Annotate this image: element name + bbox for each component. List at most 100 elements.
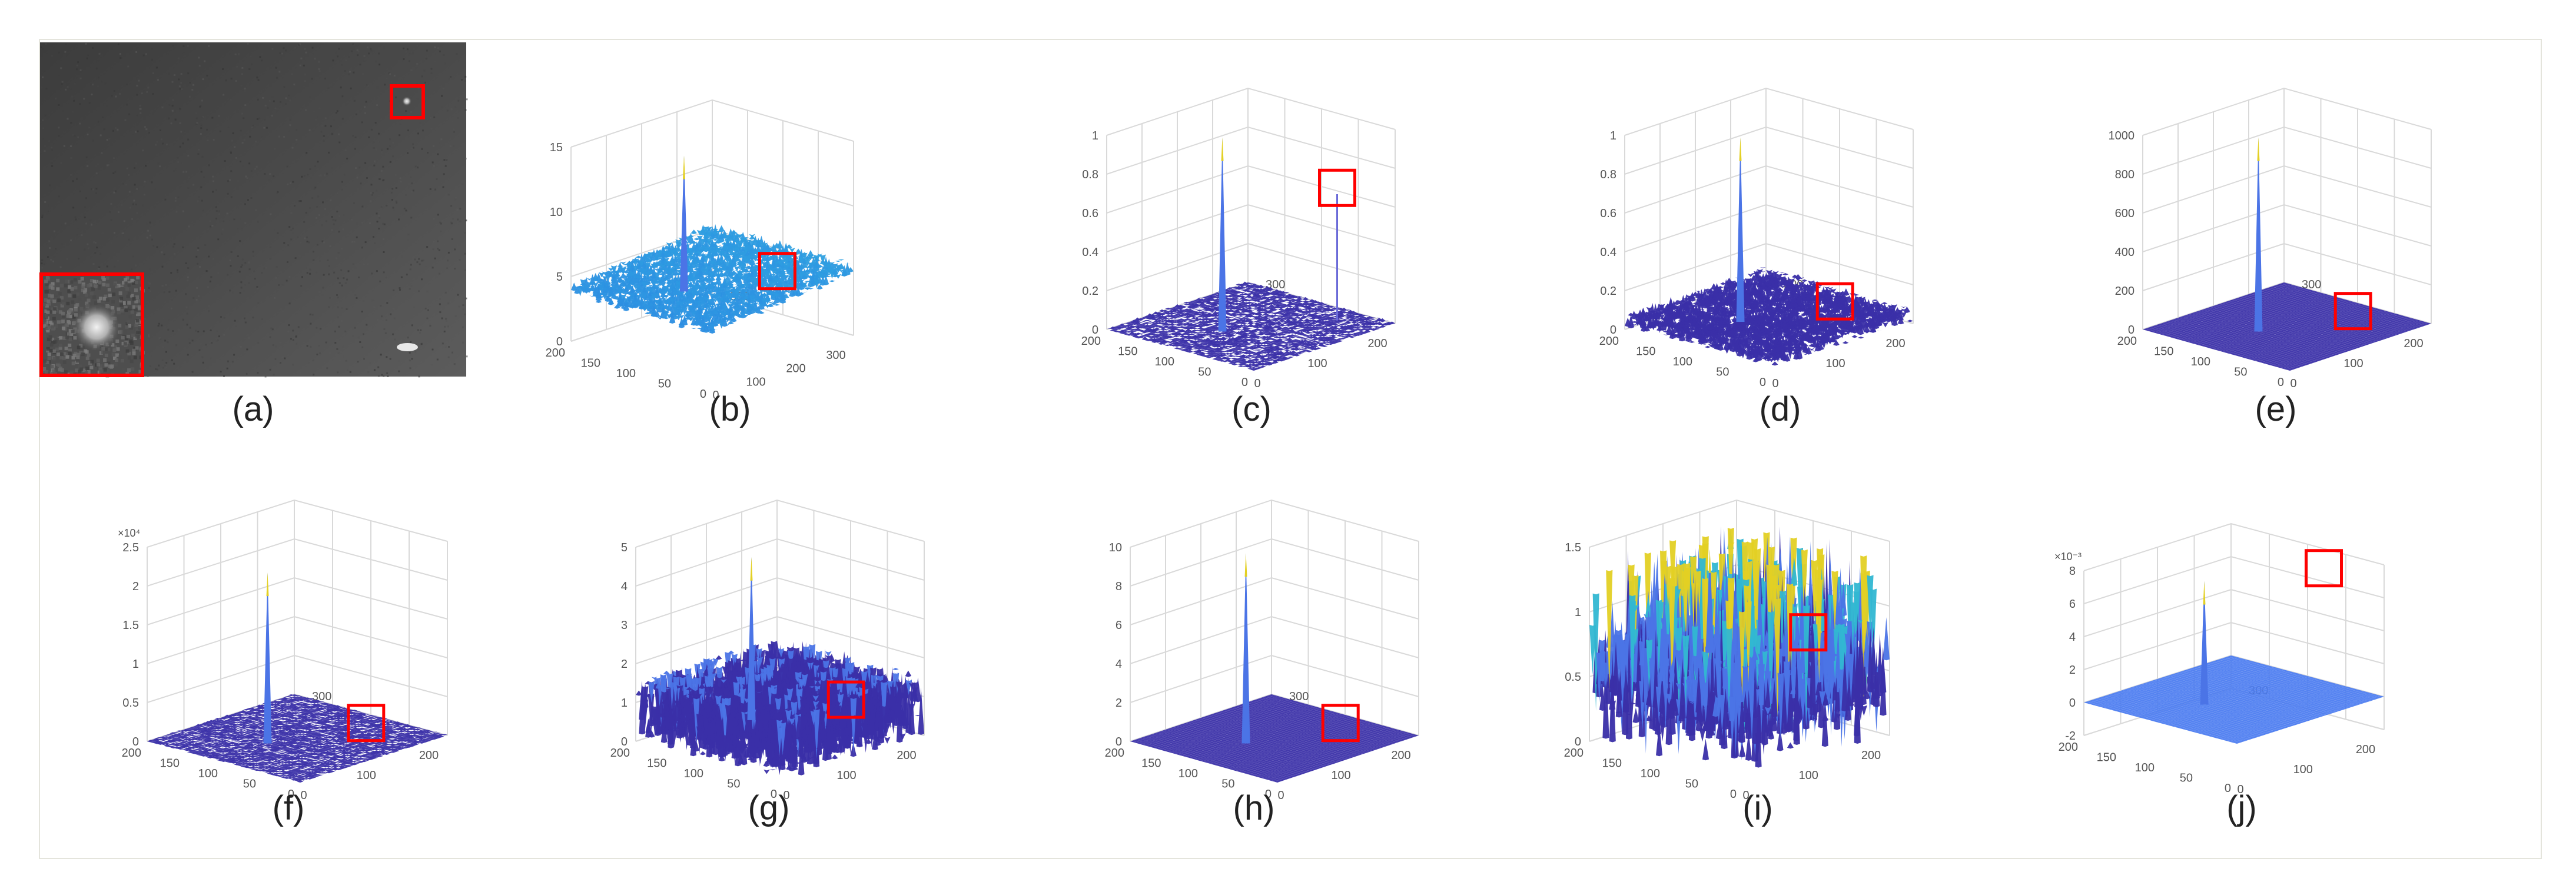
ztick: 0 [2069,697,2076,710]
peak-h [1241,553,1250,744]
surface-j [2084,655,2384,744]
xtick: 0 [712,389,719,402]
caption-b: (b) [671,390,789,429]
ztick: 2 [132,580,139,593]
ytick: 50 [727,778,740,791]
caption-i: (i) [1699,788,1817,828]
xtick: 200 [1885,337,1905,350]
caption-d: (d) [1721,390,1839,429]
panel-a-infrared-image [39,42,468,378]
ytick: 150 [647,757,666,770]
xtick: 0 [2290,377,2296,390]
ztick: 0 [1610,324,1616,337]
target-spot [402,96,411,106]
ztick: 1 [1575,606,1581,619]
xtick: 200 [1391,749,1410,762]
ztick: 200 [2115,285,2135,298]
ytick: 100 [198,767,218,780]
ztick: 0.6 [1082,207,1098,220]
ztick: 800 [2115,168,2135,181]
ztick: 5 [621,541,628,554]
ztick: 0 [1575,735,1581,748]
ytick: 150 [1602,757,1622,770]
grid-e [2142,87,2432,330]
ytick: 50 [2180,772,2193,785]
ztick: 2 [2069,664,2076,677]
ytick: 200 [2059,741,2078,754]
ytick: 50 [1685,778,1698,791]
xtick: 100 [1307,357,1327,370]
ytick: 200 [1081,335,1101,348]
ytick: 150 [160,757,180,770]
ztick: 4 [2069,631,2076,644]
surface-g [636,641,924,775]
xtick: 0 [1277,789,1284,802]
ztick: 0.4 [1082,246,1098,259]
ytick: 0 [1730,788,1737,801]
target-box-i [1789,613,1828,652]
ztick: 4 [1116,658,1122,671]
surface-d [1625,267,1913,366]
ztick: 0 [621,735,628,748]
peak-c [1218,137,1338,332]
xtick: 100 [1825,357,1845,370]
ytick: 200 [1599,335,1619,348]
xtick: 100 [746,375,765,388]
ztick: 0.8 [1082,168,1098,181]
ztick: 1 [132,658,139,671]
xtick: 100 [2293,763,2313,776]
ztick: 4 [621,580,628,593]
caption-c: (c) [1193,390,1310,429]
ztick: 0 [556,335,563,348]
ztick: 400 [2115,246,2135,259]
ztick: 10 [1109,541,1122,554]
ytick: 0 [700,388,706,401]
ztick: 1.5 [1565,541,1581,554]
ztick: 6 [1116,619,1122,632]
ytick: 100 [2135,761,2155,774]
ztick: -2 [2065,730,2076,743]
ztick: 600 [2115,207,2135,220]
xtick: 200 [1367,337,1387,350]
zoom-inset [39,272,145,378]
z-exponent: ×10⁴ [118,527,140,539]
ztick: 0 [2128,324,2135,337]
panel-g: 5432100501001502000100200300 [542,465,1048,802]
xtick: 200 [2356,743,2375,756]
target-box-f [347,704,386,743]
xtick-extra: 300 [1289,690,1309,703]
ztick: 0 [1092,324,1098,337]
xtick: 200 [786,362,805,375]
xtick: 0 [300,789,307,802]
ytick: 100 [616,367,636,380]
target-box-h [1321,704,1360,743]
caption-j: (j) [2183,788,2301,828]
xtick: 200 [419,749,439,762]
ytick: 50 [1716,366,1729,379]
ztick: 1 [1610,129,1616,142]
target-box [390,84,425,119]
ytick: 100 [684,767,703,780]
caption-a: (a) [194,390,312,429]
ztick: 2 [621,658,628,671]
ytick: 50 [658,378,671,391]
ytick: 50 [1198,366,1211,379]
ytick: 200 [2117,335,2137,348]
panel-b: 1510500501001502000100200300300 [465,35,983,402]
target-box-d [1815,282,1854,321]
ztick: 0.2 [1600,285,1616,298]
surface-i [1589,526,1890,768]
ztick: 1.5 [122,619,139,632]
ytick: 150 [1118,345,1137,358]
caption-e: (e) [2217,390,2335,429]
target-box-j [2305,549,2343,588]
